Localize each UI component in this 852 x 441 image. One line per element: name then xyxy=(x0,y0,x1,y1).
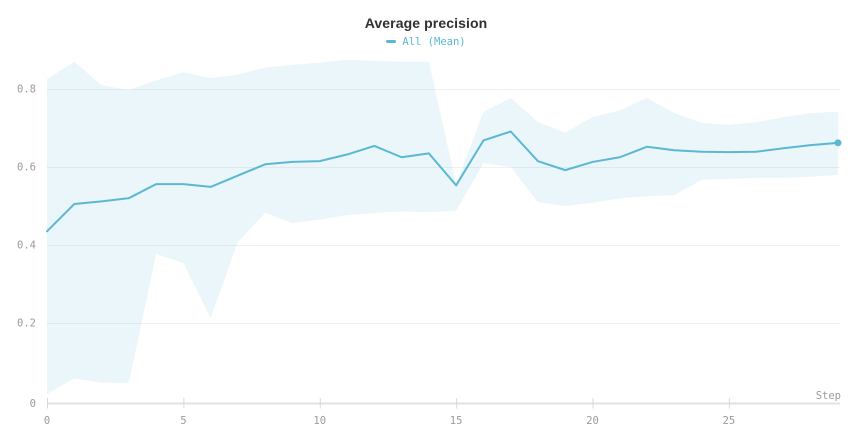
x-tick-label: 10 xyxy=(313,415,326,427)
x-tick-label: 25 xyxy=(723,415,736,427)
x-tick-label: 0 xyxy=(44,415,50,427)
last-point-marker xyxy=(834,139,842,147)
legend-line-icon xyxy=(386,39,397,43)
y-tick-label: 0.6 xyxy=(17,162,36,174)
x-tick-label: 15 xyxy=(450,415,463,427)
chart-title: Average precision xyxy=(364,15,488,31)
confidence-band xyxy=(47,59,838,394)
legend-label: All (Mean) xyxy=(402,36,466,48)
y-tick-label: 0 xyxy=(30,398,36,410)
legend-item-all-mean[interactable]: All (Mean) xyxy=(0,36,852,48)
y-tick-label: 0.4 xyxy=(17,240,36,252)
series-line xyxy=(46,130,839,233)
x-tick-label: 5 xyxy=(180,415,186,427)
x-tick-label: 20 xyxy=(586,415,599,427)
x-axis-title: Step xyxy=(816,390,841,402)
y-tick-label: 0.2 xyxy=(17,318,36,330)
y-tick-label: 0.8 xyxy=(17,84,36,96)
